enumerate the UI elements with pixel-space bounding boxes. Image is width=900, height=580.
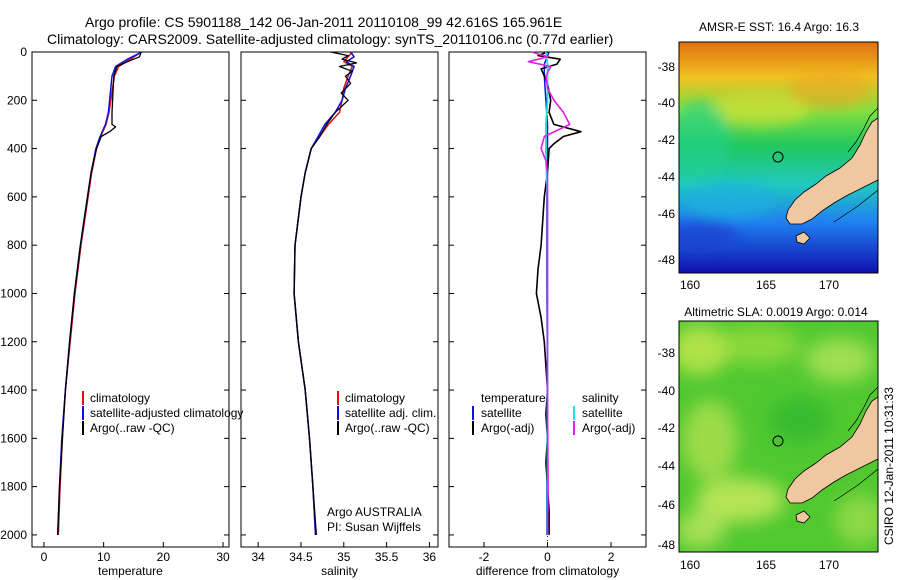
x-tick-label: 35 — [337, 550, 351, 564]
tick-label: -48 — [658, 538, 676, 552]
sst-ticks: -38 -40 -42 -44 -46 -48 160 165 170 — [658, 60, 840, 292]
legend-label: Argo(..raw -QC) — [90, 421, 175, 435]
x-tick-label: 36 — [423, 550, 437, 564]
x-tick-label: 2 — [608, 550, 615, 564]
salinity-legend: climatology satellite adj. clim. Argo(..… — [327, 391, 436, 534]
sla-ticks: -38 -40 -42 -44 -46 -48 160 165 170 — [658, 346, 840, 572]
x-tick-label: 10 — [97, 550, 111, 564]
temperature-legend: climatology satellite-adjusted climatolo… — [82, 391, 243, 435]
sla-map-frame — [678, 320, 879, 553]
x-tick-label: 30 — [216, 550, 230, 564]
tick-label: -42 — [658, 421, 676, 435]
float-position-marker — [772, 435, 784, 447]
figure-title-line2: Climatology: CARS2009. Satellite-adjuste… — [47, 31, 613, 47]
sla-map-title: Altimetric SLA: 0.0019 Argo: 0.014 — [684, 305, 868, 319]
tick-label: 170 — [819, 558, 839, 572]
figure-title-line1: Argo profile: CS 5901188_142 06-Jan-2011… — [85, 14, 562, 30]
series-line-temperature-argo-adj — [535, 51, 582, 535]
sst-map-frame — [678, 41, 879, 274]
sst-map: AMSR-E SST: 16.4 Argo: 16.3 -38 -40 -42 … — [658, 20, 879, 292]
x-axis-label: salinity — [321, 564, 358, 578]
tick-label: -40 — [658, 96, 676, 110]
x-axis-label: temperature — [98, 564, 163, 578]
bathymetry-contour — [833, 107, 878, 223]
x-tick-label: 20 — [157, 550, 171, 564]
tick-label: -38 — [658, 346, 676, 360]
difference-legend: temperature salinity satellite Argo(-adj… — [472, 391, 635, 435]
tick-label: -44 — [658, 459, 676, 473]
tick-label: 165 — [756, 278, 776, 292]
series-line-salinity-argo-adj — [527, 51, 571, 535]
legend-label: satellite-adjusted climatology — [90, 406, 243, 420]
tick-label: 160 — [680, 558, 700, 572]
y-tick-label: 0 — [20, 45, 27, 59]
sla-texture — [679, 325, 878, 548]
tick-label: -44 — [658, 170, 676, 184]
legend-label: Argo(-adj) — [481, 421, 534, 435]
legend-label: satellite — [582, 406, 623, 420]
series-line-argo-raw-qc — [57, 51, 142, 535]
legend-title-temperature: temperature — [481, 391, 546, 405]
x-tick-label: 35.5 — [375, 550, 399, 564]
y-tick-label: 800 — [7, 238, 27, 252]
tick-label: -40 — [658, 384, 676, 398]
sla-map: Altimetric SLA: 0.0019 Argo: 0.014 -38 -… — [658, 305, 879, 572]
legend-title-salinity: salinity — [582, 391, 619, 405]
temperature-panel: 0 10 20 30 0 200 400 600 800 1000 1200 1400 1600 1800… — [0, 45, 230, 578]
x-tick-label: -2 — [479, 550, 490, 564]
tick-label: 170 — [819, 278, 839, 292]
y-tick-label: 1200 — [0, 335, 27, 349]
y-tick-label: 1600 — [0, 431, 27, 445]
x-tick-label: 0 — [544, 550, 551, 564]
south-island-landmass — [785, 117, 878, 225]
tick-label: 160 — [680, 278, 700, 292]
x-axis-label: difference from climatology — [476, 564, 619, 578]
stewart-island-landmass — [795, 510, 811, 524]
x-tick-label: 0 — [41, 550, 48, 564]
bathymetry-contour — [833, 386, 878, 502]
sst-map-title: AMSR-E SST: 16.4 Argo: 16.3 — [699, 20, 859, 34]
y-tick-label: 200 — [7, 93, 27, 107]
legend-label: Argo(..raw -QC) — [345, 421, 430, 435]
legend-label: climatology — [345, 391, 405, 405]
tick-label: -46 — [658, 207, 676, 221]
y-tick-label: 600 — [7, 190, 27, 204]
salinity-panel: 34 34.5 35 35.5 36 salinity — [240, 51, 439, 578]
series-line-argo-raw-qc — [293, 51, 358, 535]
y-tick-label: 2000 — [0, 528, 27, 542]
tick-label: -42 — [658, 133, 676, 147]
y-tick-label: 1400 — [0, 383, 27, 397]
float-position-marker — [772, 151, 784, 163]
credit-timestamp: CSIRO 12-Jan-2011 10:31:33 — [882, 387, 896, 545]
tick-label: 165 — [756, 558, 776, 572]
plot-frame — [240, 51, 439, 548]
legend-label: climatology — [90, 391, 150, 405]
legend-label: satellite — [481, 406, 522, 420]
tick-label: -46 — [658, 498, 676, 512]
argo-program-label: Argo AUSTRALIA — [327, 505, 422, 519]
y-tick-label: 1800 — [0, 480, 27, 494]
x-tick-label: 34 — [251, 550, 265, 564]
y-tick-label: 400 — [7, 142, 27, 156]
pi-label: PI: Susan Wijffels — [327, 520, 421, 534]
legend-label: satellite adj. clim. — [345, 406, 436, 420]
y-tick-label: 1000 — [0, 286, 27, 300]
legend-label: Argo(-adj) — [582, 421, 635, 435]
tick-label: -48 — [658, 253, 676, 267]
plot-frame — [31, 51, 230, 548]
tick-label: -38 — [658, 60, 676, 74]
stewart-island-landmass — [795, 231, 811, 245]
x-tick-label: 34.5 — [289, 550, 313, 564]
south-island-landmass — [785, 396, 878, 504]
sst-texture — [679, 70, 870, 250]
